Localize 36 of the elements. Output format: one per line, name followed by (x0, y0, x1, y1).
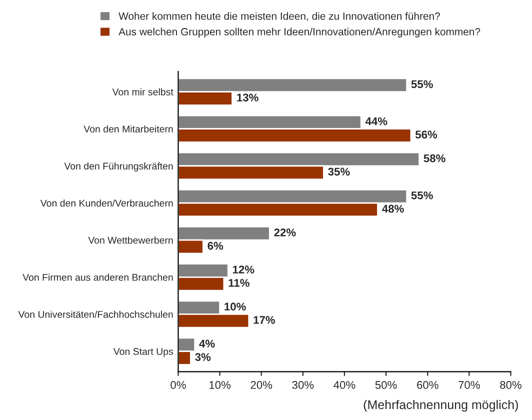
x-tick-label: 30% (292, 381, 314, 389)
data-label: 3% (195, 353, 211, 361)
y-tick-label: Von den Führungskräften (64, 162, 173, 172)
data-label: 56% (415, 130, 438, 139)
data-label: 35% (328, 168, 350, 176)
data-label: 48% (382, 204, 404, 213)
y-tick-label: Von den Kunden/Verbrauchern (40, 199, 173, 207)
x-tick-label: 20% (250, 381, 272, 389)
data-label: 4% (199, 340, 215, 348)
data-label: 58% (424, 154, 446, 162)
y-tick-label: Von Firmen aus anderen Branchen (22, 274, 173, 281)
legend-label: Woher kommen heute die meisten Ideen, die zu Innovationen führen? (118, 12, 440, 22)
y-tick-label: Von mir selbst (112, 88, 174, 96)
legend-label: Aus welchen Gruppen sollten mehr Ideen/Innovationen/Anregungen kommen? (118, 28, 480, 38)
data-label: 12% (232, 266, 254, 274)
data-label: 11% (228, 278, 250, 287)
data-label: 13% (237, 94, 258, 102)
data-label: 17% (254, 316, 275, 324)
y-tick-label: Von Wettbewerbern (88, 236, 173, 244)
y-tick-label: Von Start Ups (113, 348, 174, 357)
x-tick-label: 40% (334, 381, 356, 389)
data-label: 55% (411, 80, 433, 88)
data-label: 44% (365, 117, 388, 126)
data-label: 6% (208, 242, 224, 250)
x-tick-label: 0% (170, 381, 186, 389)
x-tick-label: 50% (375, 381, 397, 389)
text: (Mehrfachnennung möglich) (364, 400, 518, 412)
x-tick-label: 10% (210, 381, 231, 389)
x-tick-label: 60% (417, 381, 438, 389)
y-tick-label: Von Universitäten/Fachhochschulen (18, 310, 173, 318)
data-label: 10% (224, 302, 246, 311)
x-tick-label: 70% (458, 381, 480, 389)
data-label: 22% (274, 228, 296, 236)
x-tick-label: 80% (500, 381, 522, 389)
data-label: 55% (411, 191, 433, 200)
y-tick-label: Von den Mitarbeitern (84, 125, 173, 132)
